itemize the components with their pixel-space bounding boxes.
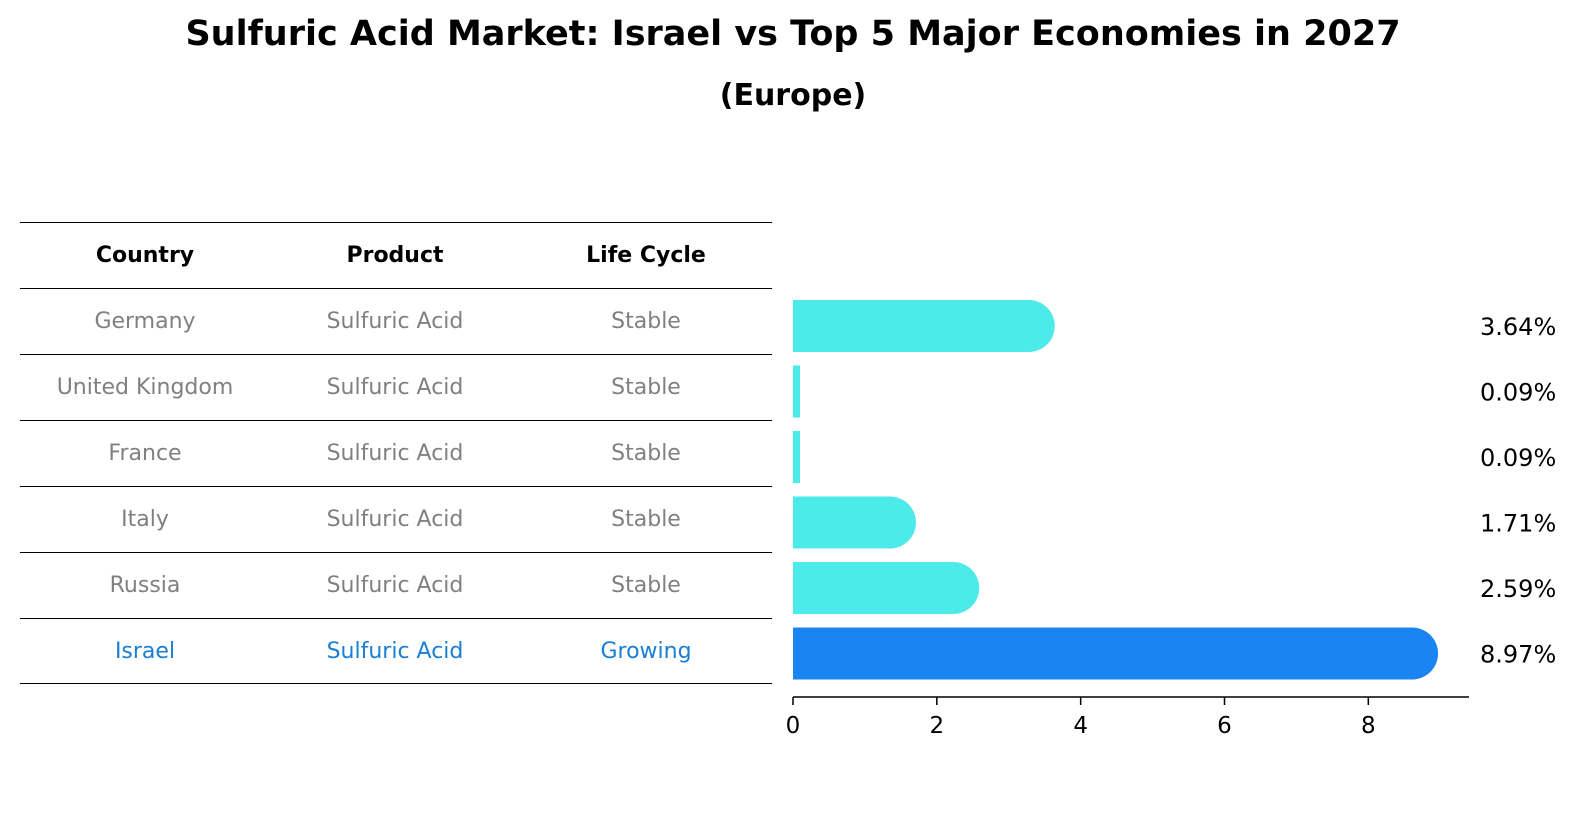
bar-israel [793, 627, 1439, 680]
chart-title: Sulfuric Acid Market: Israel vs Top 5 Ma… [185, 14, 1401, 54]
cell-country: Russia [109, 573, 181, 598]
table-row: Italy Sulfuric Acid Stable [20, 486, 772, 552]
header-product: Product [346, 243, 444, 268]
bar-france [793, 431, 800, 483]
bar-value-label: 0.09% [1480, 379, 1556, 407]
header-country: Country [95, 243, 195, 268]
bar-italy [793, 496, 916, 549]
x-tick-label: 0 [786, 713, 801, 739]
table-row: Russia Sulfuric Acid Stable [20, 552, 772, 618]
x-tick-label: 2 [930, 713, 945, 739]
table-row: Germany Sulfuric Acid Stable [20, 288, 772, 354]
cell-country: United Kingdom [56, 375, 234, 400]
bar-value-label: 2.59% [1480, 575, 1556, 603]
chart-subtitle: (Europe) [719, 78, 867, 113]
x-tick-label: 8 [1361, 713, 1376, 739]
bar-united-kingdom [793, 365, 800, 418]
market-table: Country Product Life Cycle Germany Sulfu… [20, 222, 772, 684]
cell-product: Sulfuric Acid [326, 309, 464, 334]
table-row: United Kingdom Sulfuric Acid Stable [20, 354, 772, 420]
cell-life-cycle: Growing [600, 638, 692, 664]
bar-value-label: 1.71% [1480, 510, 1556, 538]
cell-country: Germany [94, 309, 196, 334]
cell-life-cycle: Stable [611, 573, 681, 598]
cell-life-cycle: Stable [611, 507, 681, 532]
bar-germany [793, 300, 1055, 352]
cell-product: Sulfuric Acid [326, 638, 464, 664]
x-tick-label: 4 [1073, 713, 1088, 739]
bar-value-label: 0.09% [1480, 444, 1556, 472]
cell-product: Sulfuric Acid [326, 507, 464, 532]
table-row-highlight: Israel Sulfuric Acid Growing [20, 618, 772, 684]
bar-value-label: 3.64% [1480, 313, 1556, 341]
cell-life-cycle: Stable [611, 375, 681, 400]
cell-life-cycle: Stable [611, 441, 681, 466]
cell-country: Italy [121, 507, 169, 532]
cell-country: Israel [114, 638, 176, 664]
table-row: France Sulfuric Acid Stable [20, 420, 772, 486]
bar-russia [793, 562, 980, 614]
cell-product: Sulfuric Acid [326, 375, 464, 400]
cell-product: Sulfuric Acid [326, 441, 464, 466]
header-life-cycle: Life Cycle [586, 243, 706, 268]
bar-value-label: 8.97% [1480, 641, 1556, 669]
cell-country: France [108, 441, 182, 466]
cell-life-cycle: Stable [611, 309, 681, 334]
x-tick-label: 6 [1217, 713, 1232, 739]
cell-product: Sulfuric Acid [326, 573, 464, 598]
table-header-row: Country Product Life Cycle [20, 222, 772, 288]
